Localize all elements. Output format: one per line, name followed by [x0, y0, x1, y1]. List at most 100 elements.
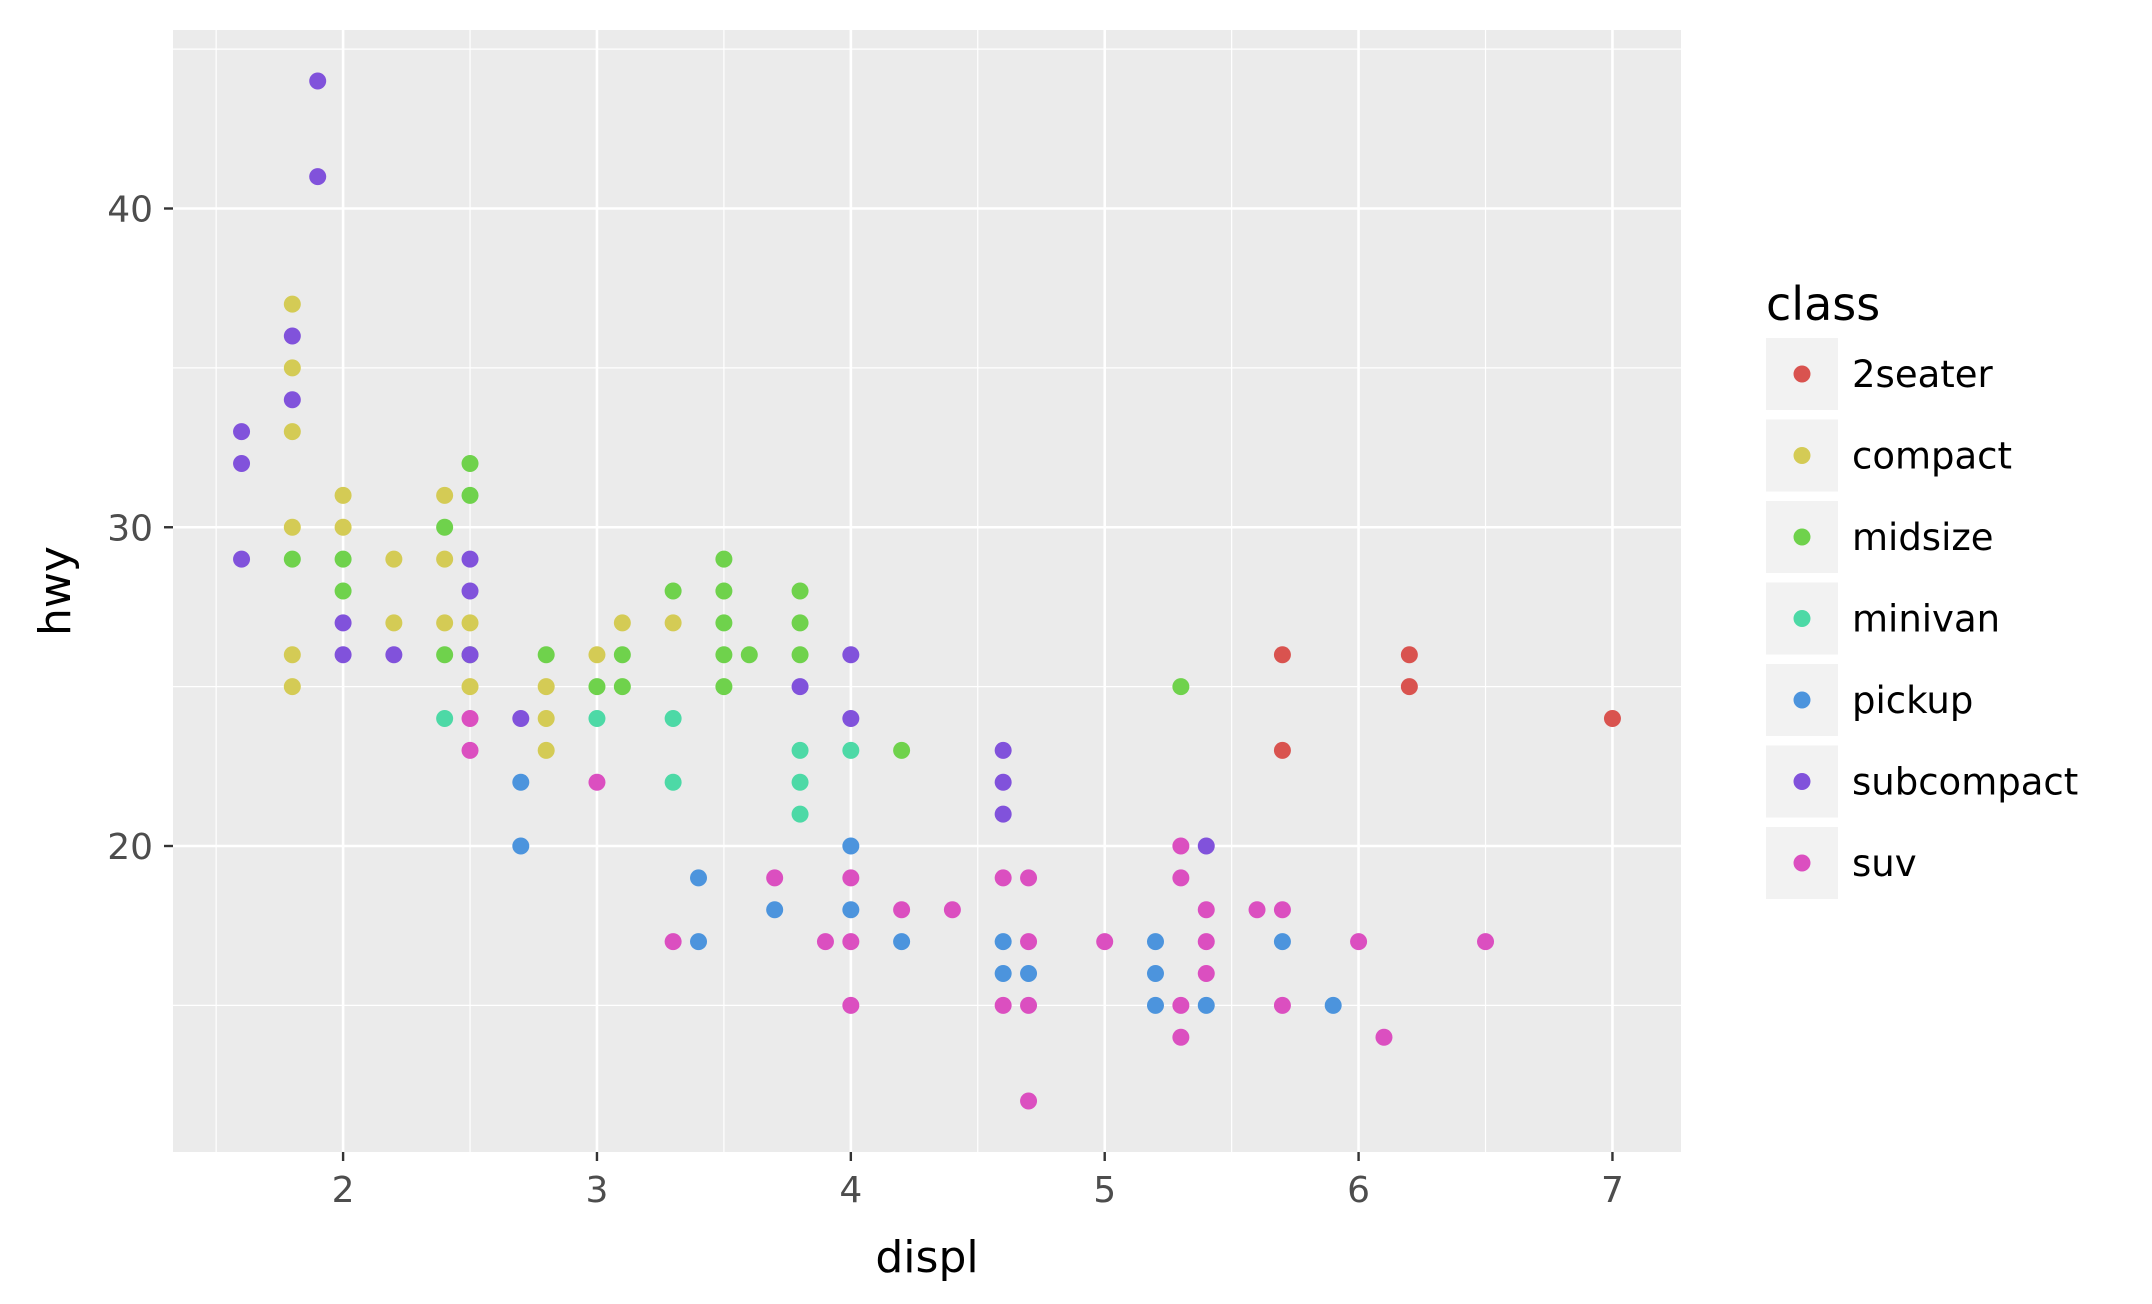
- data-point-subcompact: [1197, 837, 1215, 855]
- legend-title: class: [1766, 277, 1880, 331]
- data-point-subcompact: [512, 710, 530, 727]
- legend-symbol-2seater: [1793, 365, 1811, 383]
- data-point-minivan: [664, 773, 682, 791]
- data-point-pickup: [994, 965, 1012, 982]
- data-point-pickup: [842, 901, 860, 919]
- data-point-compact: [664, 614, 682, 632]
- data-point-2seater: [1603, 710, 1621, 727]
- data-point-compact: [461, 678, 479, 696]
- data-point-suv: [893, 901, 911, 919]
- data-point-pickup: [893, 933, 911, 951]
- data-point-subcompact: [791, 678, 809, 696]
- data-point-suv: [1350, 933, 1368, 951]
- data-point-subcompact: [283, 327, 301, 345]
- data-point-subcompact: [233, 455, 251, 472]
- legend-label: compact: [1852, 435, 2012, 478]
- data-point-pickup: [1146, 965, 1164, 982]
- data-point-midsize: [791, 646, 809, 664]
- data-point-minivan: [436, 710, 454, 727]
- data-point-subcompact: [309, 72, 327, 90]
- x-tick-label: 5: [1093, 1170, 1116, 1211]
- data-point-minivan: [791, 773, 809, 791]
- data-point-midsize: [715, 646, 733, 664]
- data-point-subcompact: [233, 550, 251, 568]
- data-point-midsize: [740, 646, 758, 664]
- legend-label: suv: [1852, 842, 1917, 885]
- data-point-pickup: [842, 837, 860, 855]
- data-point-suv: [766, 869, 784, 887]
- legend-label: subcompact: [1852, 761, 2078, 804]
- data-point-midsize: [461, 486, 479, 504]
- data-point-suv: [1096, 933, 1114, 951]
- data-point-suv: [842, 933, 860, 951]
- data-point-subcompact: [994, 741, 1012, 759]
- data-point-suv: [994, 996, 1012, 1014]
- data-point-suv: [1172, 1028, 1190, 1046]
- data-point-suv: [1248, 901, 1266, 919]
- legend-label: minivan: [1852, 598, 2000, 641]
- data-point-suv: [1375, 1028, 1393, 1046]
- legend-symbol-pickup: [1793, 691, 1811, 709]
- legend-symbol-minivan: [1793, 610, 1811, 627]
- data-point-pickup: [512, 837, 530, 855]
- data-point-midsize: [791, 614, 809, 632]
- data-point-2seater: [1273, 646, 1291, 664]
- legend: class 2seater compact midsize minivan pickup…: [1766, 277, 2078, 899]
- data-point-compact: [436, 550, 454, 568]
- data-point-suv: [842, 869, 860, 887]
- legend-label: 2seater: [1852, 353, 1994, 396]
- y-axis: 20 30 40: [107, 190, 173, 868]
- data-point-subcompact: [842, 710, 860, 727]
- data-point-minivan: [791, 741, 809, 759]
- data-point-subcompact: [994, 805, 1012, 823]
- data-point-midsize: [436, 646, 454, 664]
- data-point-pickup: [1197, 996, 1215, 1014]
- data-point-midsize: [613, 646, 631, 664]
- data-point-suv: [842, 996, 860, 1014]
- data-point-compact: [334, 518, 352, 536]
- data-point-midsize: [664, 582, 682, 600]
- x-axis-title: displ: [875, 1232, 978, 1283]
- data-point-pickup: [1146, 996, 1164, 1014]
- data-point-compact: [537, 678, 555, 696]
- x-tick-label: 2: [332, 1170, 355, 1211]
- legend-symbol-midsize: [1793, 528, 1811, 546]
- data-point-midsize: [436, 518, 454, 536]
- data-point-midsize: [715, 582, 733, 600]
- legend-label: midsize: [1852, 516, 1994, 559]
- data-point-suv: [1020, 996, 1038, 1014]
- data-point-midsize: [588, 678, 606, 696]
- data-point-minivan: [842, 741, 860, 759]
- plot-panel: [173, 30, 1681, 1152]
- data-point-compact: [334, 486, 352, 504]
- data-point-midsize: [791, 582, 809, 600]
- data-point-suv: [1197, 933, 1215, 951]
- data-point-pickup: [690, 933, 708, 951]
- y-tick-label: 30: [107, 508, 153, 549]
- data-point-pickup: [690, 869, 708, 887]
- data-point-2seater: [1273, 741, 1291, 759]
- data-point-subcompact: [309, 168, 327, 186]
- legend-symbol-suv: [1793, 854, 1811, 872]
- x-axis: 2 3 4 5 6 7: [332, 1152, 1624, 1211]
- data-point-suv: [943, 901, 961, 919]
- data-point-midsize: [461, 455, 479, 472]
- data-point-subcompact: [994, 773, 1012, 791]
- data-point-suv: [1197, 965, 1215, 982]
- data-point-subcompact: [461, 646, 479, 664]
- data-point-suv: [1273, 901, 1291, 919]
- data-point-suv: [1020, 1092, 1038, 1110]
- data-point-compact: [537, 710, 555, 727]
- data-points: [233, 72, 1621, 1110]
- data-point-suv: [1172, 996, 1190, 1014]
- data-point-subcompact: [233, 423, 251, 441]
- data-point-pickup: [1273, 933, 1291, 951]
- data-point-compact: [283, 678, 301, 696]
- legend-label: pickup: [1852, 679, 1973, 722]
- data-point-compact: [283, 423, 301, 441]
- legend-items: 2seater compact midsize minivan pickup subcom…: [1766, 338, 2078, 899]
- data-point-subcompact: [461, 582, 479, 600]
- data-point-pickup: [1146, 933, 1164, 951]
- data-point-suv: [1020, 933, 1038, 951]
